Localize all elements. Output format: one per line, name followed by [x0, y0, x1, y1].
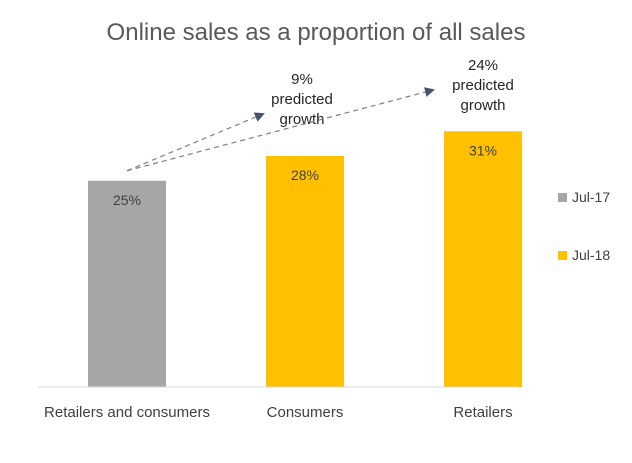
- data-label: 31%: [469, 142, 497, 158]
- growth-annotation-text: 9%: [291, 71, 313, 88]
- growth-annotation-text: growth: [460, 97, 505, 114]
- x-tick-label: Retailers: [453, 404, 512, 421]
- data-label: 28%: [291, 167, 319, 183]
- bar-Jul-18-Consumers: [266, 156, 344, 387]
- legend-swatch: [558, 251, 567, 260]
- annotations-layer: 9% predicted growth 24% predicted growth: [126, 57, 514, 172]
- x-tick-labels: Retailers and consumers Consumers Retailer…: [44, 404, 513, 421]
- growth-arrow: [126, 112, 265, 172]
- x-tick-label: Retailers and consumers: [44, 404, 210, 421]
- growth-annotation-text: predicted: [271, 91, 333, 108]
- legend-label: Jul-17: [572, 189, 610, 205]
- legend-swatch: [558, 193, 567, 202]
- growth-annotation-text: growth: [279, 111, 324, 128]
- data-label: 25%: [113, 192, 141, 208]
- x-tick-label: Consumers: [267, 404, 344, 421]
- bar-Jul-17-Retailers and consumers: [88, 180, 166, 387]
- bars-layer: 25% 28% 31%: [88, 131, 522, 387]
- growth-annotation-text: predicted: [452, 77, 514, 94]
- legend: Jul-17 Jul-18: [558, 189, 610, 263]
- growth-arrow: [126, 87, 435, 172]
- growth-annotation-text: 24%: [468, 57, 498, 74]
- bar-Jul-18-Retailers: [444, 131, 522, 387]
- chart-title: Online sales as a proportion of all sale…: [107, 19, 526, 46]
- legend-label: Jul-18: [572, 247, 610, 263]
